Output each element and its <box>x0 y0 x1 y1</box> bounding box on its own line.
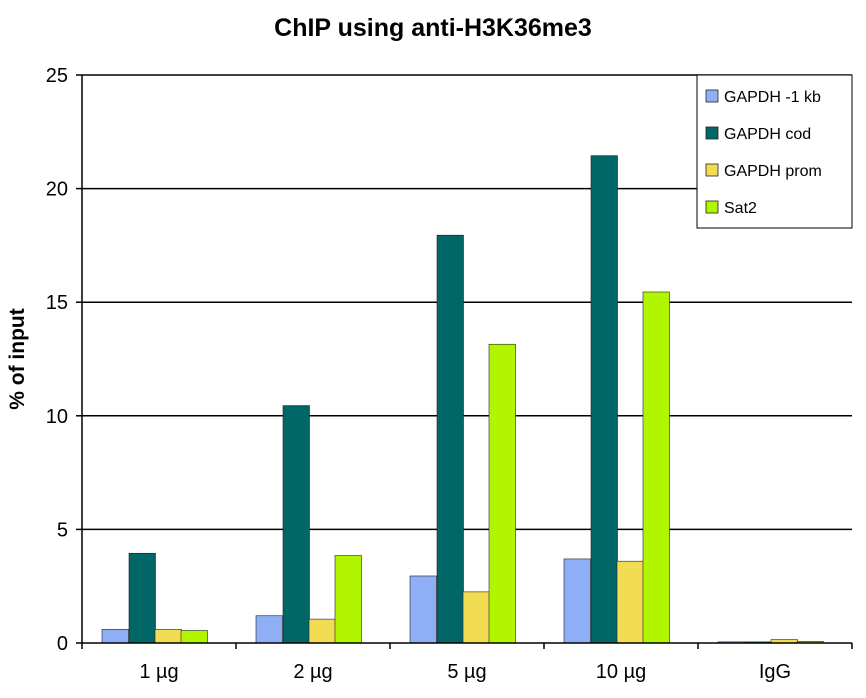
bar <box>590 155 618 644</box>
y-axis-title: % of input <box>6 308 29 409</box>
bar <box>101 629 129 644</box>
legend-swatch <box>705 200 719 214</box>
legend-label: GAPDH prom <box>724 163 822 180</box>
legend-box <box>696 74 853 229</box>
bar <box>436 234 464 644</box>
bar <box>563 558 591 644</box>
bar <box>409 575 437 644</box>
bar <box>128 552 156 644</box>
y-tick-label: 10 <box>46 406 68 428</box>
legend-label: GAPDH cod <box>724 126 811 143</box>
bar <box>334 555 362 644</box>
chart-title: ChIP using anti-H3K36me3 <box>274 14 592 42</box>
bar <box>308 618 336 644</box>
y-tick-label: 15 <box>46 292 68 314</box>
y-ticks: 0 5 10 15 20 25 <box>46 65 82 655</box>
bar <box>616 560 644 644</box>
y-tick-label: 5 <box>57 519 68 541</box>
bar <box>154 629 182 644</box>
legend-label: Sat2 <box>724 200 757 217</box>
legend-swatch <box>705 163 719 177</box>
x-tick-label: 5 µg <box>447 661 486 683</box>
bar <box>462 591 490 644</box>
gridlines <box>82 74 852 531</box>
legend: GAPDH -1 kb GAPDH cod GAPDH prom Sat2 <box>696 74 853 229</box>
bar <box>642 291 670 644</box>
x-tick-label: 1 µg <box>139 661 178 683</box>
x-ticks: 1 µg 2 µg 5 µg 10 µg IgG <box>81 643 853 683</box>
x-tick-label: 2 µg <box>293 661 332 683</box>
bar <box>282 405 310 644</box>
legend-swatch <box>705 126 719 140</box>
x-tick-label: IgG <box>759 661 791 683</box>
y-tick-label: 20 <box>46 179 68 201</box>
bar <box>255 615 283 644</box>
legend-label: GAPDH -1 kb <box>724 89 821 106</box>
y-tick-label: 0 <box>57 633 68 655</box>
bar <box>180 630 208 644</box>
y-tick-label: 25 <box>46 65 68 87</box>
x-tick-label: 10 µg <box>596 661 646 683</box>
bars <box>101 155 824 644</box>
axes <box>81 75 852 644</box>
bar <box>488 343 516 644</box>
legend-swatch <box>705 89 719 103</box>
